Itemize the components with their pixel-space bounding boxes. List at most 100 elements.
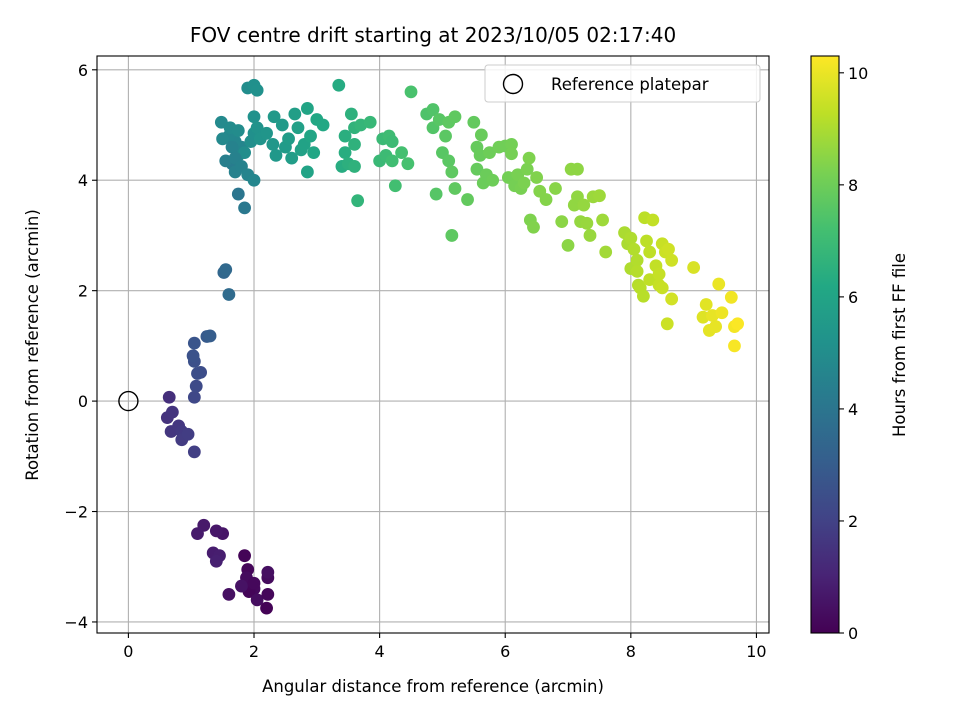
data-point [250, 121, 264, 135]
colorbar-tick-label: 10 [848, 64, 868, 83]
data-point [461, 193, 474, 206]
colorbar: 0 2 4 6 8 10 Hours from first FF file [810, 55, 909, 643]
data-point [555, 215, 569, 229]
data-point [162, 390, 176, 404]
data-point [285, 151, 299, 165]
y-tick-label: −4 [64, 613, 88, 632]
data-point [165, 405, 179, 419]
data-point [483, 146, 496, 160]
data-point [404, 85, 418, 99]
data-point [709, 320, 723, 333]
data-point [231, 187, 245, 201]
colorbar-tick-label: 0 [848, 624, 858, 643]
y-axis-ticks: −4 −2 0 2 4 6 [64, 61, 97, 632]
data-point [395, 146, 408, 160]
data-point [216, 132, 230, 146]
data-point [222, 587, 236, 601]
x-tick-label: 6 [500, 642, 510, 661]
data-point [715, 306, 729, 320]
data-point [426, 103, 440, 116]
colorbar-tick-label: 6 [848, 288, 858, 307]
colorbar-ticks: 0 2 4 6 8 10 [839, 64, 868, 643]
legend-reference-marker [502, 73, 524, 95]
data-points [160, 78, 744, 615]
data-point [300, 165, 314, 179]
data-point [599, 245, 613, 259]
chart-title: FOV centre drift starting at 2023/10/05 … [190, 23, 676, 47]
y-tick-label: 6 [78, 61, 88, 80]
reference-marker-layer [118, 390, 139, 412]
colorbar-tick-label: 8 [848, 176, 858, 195]
data-point [282, 132, 295, 146]
data-point [429, 187, 443, 201]
data-point [728, 339, 741, 353]
colorbar-tick-label: 4 [848, 400, 858, 419]
data-point [580, 216, 594, 230]
y-tick-label: 0 [78, 392, 88, 411]
data-point [189, 379, 203, 393]
y-axis-label: Rotation from reference (arcmin) [23, 209, 42, 481]
data-point [549, 182, 562, 195]
x-tick-label: 4 [375, 642, 385, 661]
data-point [530, 171, 544, 184]
data-point [269, 148, 283, 162]
data-point [636, 289, 650, 303]
data-point [388, 179, 402, 193]
data-point [643, 273, 657, 287]
data-point [517, 176, 531, 190]
data-point [222, 288, 236, 301]
data-point [655, 281, 669, 295]
data-point [652, 267, 666, 281]
data-point [385, 135, 399, 148]
data-point [304, 129, 317, 143]
plot-frame [96, 55, 770, 634]
data-point [231, 124, 245, 137]
data-point [474, 128, 488, 142]
data-point [445, 165, 459, 179]
data-point [187, 336, 201, 350]
data-point [643, 245, 657, 259]
data-point [696, 310, 710, 324]
data-point [385, 154, 399, 168]
data-point [646, 213, 660, 227]
data-point [307, 146, 321, 160]
data-point [712, 277, 726, 291]
reference-platepar-marker [118, 390, 139, 412]
data-point [209, 524, 223, 538]
x-tick-label: 8 [626, 642, 636, 661]
data-point [630, 264, 644, 278]
data-point [187, 445, 201, 459]
data-point [731, 317, 744, 331]
colorbar-label: Hours from first FF file [890, 253, 909, 437]
data-point [596, 213, 609, 227]
data-point [539, 193, 553, 206]
data-point [186, 349, 200, 363]
x-tick-label: 10 [746, 642, 766, 661]
data-point [250, 83, 264, 97]
data-point [275, 118, 289, 132]
data-point [577, 198, 591, 212]
data-point [300, 102, 314, 115]
data-point [219, 263, 233, 277]
data-point [593, 189, 606, 203]
data-point [261, 587, 275, 601]
data-point [247, 173, 261, 187]
data-point [520, 162, 534, 176]
legend-box [484, 64, 761, 103]
data-point [527, 220, 540, 234]
legend-entry-reference-platepar: Reference platepar [551, 75, 709, 94]
data-point [191, 367, 204, 380]
data-point [624, 231, 638, 245]
y-tick-label: 4 [78, 171, 88, 190]
data-point [235, 579, 248, 593]
data-point [470, 162, 484, 176]
data-point [486, 173, 500, 187]
data-point [250, 593, 264, 607]
legend: Reference platepar [484, 64, 761, 103]
x-tick-label: 0 [123, 642, 133, 661]
data-point [561, 238, 575, 252]
data-point [445, 229, 459, 242]
data-point [665, 253, 679, 267]
data-point [660, 317, 674, 331]
